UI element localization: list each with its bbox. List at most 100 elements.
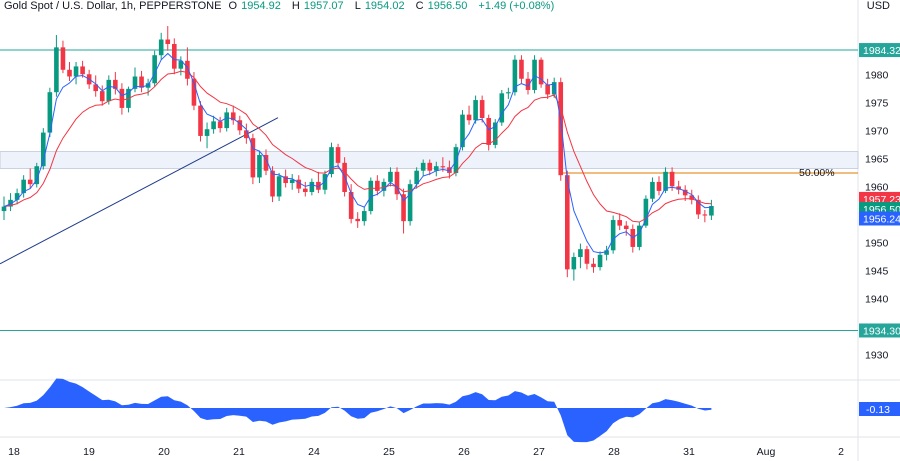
candle-body[interactable] — [584, 249, 590, 264]
candle-body[interactable] — [597, 254, 603, 268]
currency-label[interactable]: USD — [866, 0, 890, 12]
candle-body[interactable] — [388, 171, 393, 182]
candle-body[interactable] — [244, 130, 249, 139]
candle-body[interactable] — [93, 84, 98, 92]
candle-body[interactable] — [250, 138, 256, 178]
candle-body[interactable] — [132, 76, 138, 89]
candle-body[interactable] — [316, 181, 321, 190]
candle-body[interactable] — [27, 179, 33, 185]
candle-body[interactable] — [637, 225, 642, 247]
candle-body[interactable] — [139, 76, 144, 88]
candle-body[interactable] — [1, 206, 7, 212]
candle-body[interactable] — [512, 59, 518, 93]
candle-body[interactable] — [8, 199, 13, 207]
candle-body[interactable] — [525, 78, 531, 90]
candle-body[interactable] — [682, 189, 688, 196]
candle-body[interactable] — [335, 147, 341, 163]
candle-body[interactable] — [99, 91, 105, 102]
candle-body[interactable] — [479, 100, 485, 118]
candle-body[interactable] — [663, 171, 668, 191]
candle-body[interactable] — [558, 82, 564, 176]
candle-body[interactable] — [152, 55, 157, 84]
candle-body[interactable] — [492, 122, 498, 145]
candle-body[interactable] — [434, 166, 439, 171]
candle-body[interactable] — [532, 59, 537, 90]
candle-body[interactable] — [401, 194, 406, 222]
candle-body[interactable] — [545, 84, 550, 95]
candle-body[interactable] — [565, 175, 570, 270]
candle-body[interactable] — [394, 171, 400, 195]
candle-body[interactable] — [172, 44, 177, 69]
candle-body[interactable] — [80, 66, 85, 75]
candle-body[interactable] — [696, 199, 701, 215]
moving-average-slow[interactable] — [3, 70, 712, 223]
candle-body[interactable] — [355, 218, 360, 222]
candle-body[interactable] — [650, 181, 655, 199]
candle-body[interactable] — [211, 121, 216, 130]
candle-body[interactable] — [289, 179, 295, 184]
candle-body[interactable] — [47, 92, 53, 133]
candle-body[interactable] — [113, 79, 118, 89]
candle-body[interactable] — [499, 93, 505, 123]
oscillator-area[interactable] — [4, 378, 712, 443]
trendline[interactable] — [0, 117, 279, 265]
candle-body[interactable] — [276, 176, 282, 197]
candle-body[interactable] — [224, 112, 229, 129]
candle-body[interactable] — [34, 166, 40, 185]
candle-body[interactable] — [604, 250, 609, 255]
candle-body[interactable] — [578, 249, 583, 258]
candle-body[interactable] — [538, 59, 544, 85]
candle-body[interactable] — [14, 193, 20, 200]
candle-body[interactable] — [283, 176, 288, 184]
candle-body[interactable] — [473, 100, 478, 121]
candle-body[interactable] — [204, 129, 210, 136]
candle-body[interactable] — [185, 60, 190, 79]
candle-body[interactable] — [217, 121, 223, 129]
candle-body[interactable] — [669, 171, 675, 187]
candle-body[interactable] — [643, 198, 649, 226]
candle-body[interactable] — [656, 181, 662, 191]
candle-body[interactable] — [617, 220, 622, 226]
candle-body[interactable] — [198, 105, 203, 136]
candle-body[interactable] — [381, 181, 387, 191]
candle-body[interactable] — [263, 155, 269, 171]
candle-body[interactable] — [54, 47, 59, 93]
candle-body[interactable] — [623, 225, 629, 229]
candle-body[interactable] — [178, 60, 184, 69]
candle-body[interactable] — [407, 184, 413, 222]
candle-body[interactable] — [106, 79, 112, 102]
candle-body[interactable] — [486, 118, 491, 145]
candle-body[interactable] — [67, 69, 72, 77]
candle-body[interactable] — [689, 195, 695, 200]
candle-body[interactable] — [375, 180, 380, 191]
candle-body[interactable] — [519, 59, 524, 79]
candle-body[interactable] — [368, 180, 374, 212]
candle-body[interactable] — [237, 120, 243, 131]
candle-body[interactable] — [571, 257, 577, 270]
candle-body[interactable] — [309, 181, 315, 192]
candle-body[interactable] — [702, 214, 708, 216]
candle-body[interactable] — [303, 188, 308, 192]
candle-body[interactable] — [21, 179, 26, 194]
candle-body[interactable] — [165, 39, 171, 44]
candle-body[interactable] — [329, 147, 334, 175]
candle-body[interactable] — [361, 211, 367, 222]
candle-body[interactable] — [73, 66, 79, 77]
candle-body[interactable] — [41, 132, 46, 167]
candle-body[interactable] — [230, 112, 236, 121]
candle-body[interactable] — [257, 155, 262, 178]
candle-body[interactable] — [119, 88, 125, 108]
candle-body[interactable] — [296, 179, 302, 189]
candle-body[interactable] — [551, 82, 557, 95]
symbol-title[interactable]: Gold Spot / U.S. Dollar, 1h, PEPPERSTONE — [4, 0, 222, 12]
candle-body[interactable] — [440, 166, 446, 168]
candle-body[interactable] — [414, 170, 419, 185]
candle-body[interactable] — [506, 92, 511, 94]
candle-body[interactable] — [466, 114, 472, 121]
candle-body[interactable] — [610, 220, 616, 251]
candle-body[interactable] — [158, 39, 164, 56]
candle-body[interactable] — [591, 263, 596, 268]
candle-body[interactable] — [191, 78, 197, 106]
candle-body[interactable] — [420, 162, 426, 171]
